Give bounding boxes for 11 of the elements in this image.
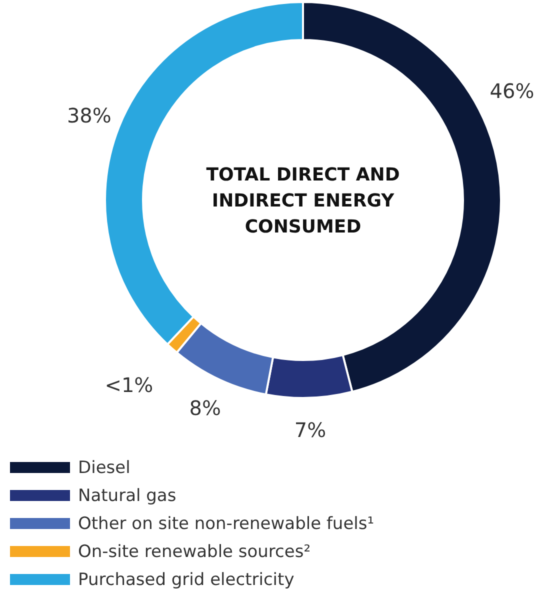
legend-label: Diesel [78,458,130,478]
data-label: 38% [66,103,112,128]
data-label: 46% [490,79,534,104]
legend-label: Other on site non-renewable fuels¹ [78,514,374,534]
data-label: 7% [294,418,326,442]
legend-label: Natural gas [78,486,176,506]
legend-label: On-site renewable sources² [78,542,311,562]
legend-label: Purchased grid electricity [78,570,294,590]
data-label: <1% [104,373,154,398]
data-label: 8% [189,396,221,420]
text: TOTAL DIRECT AND INDIRECT ENERGY CONSUMED [206,164,400,238]
